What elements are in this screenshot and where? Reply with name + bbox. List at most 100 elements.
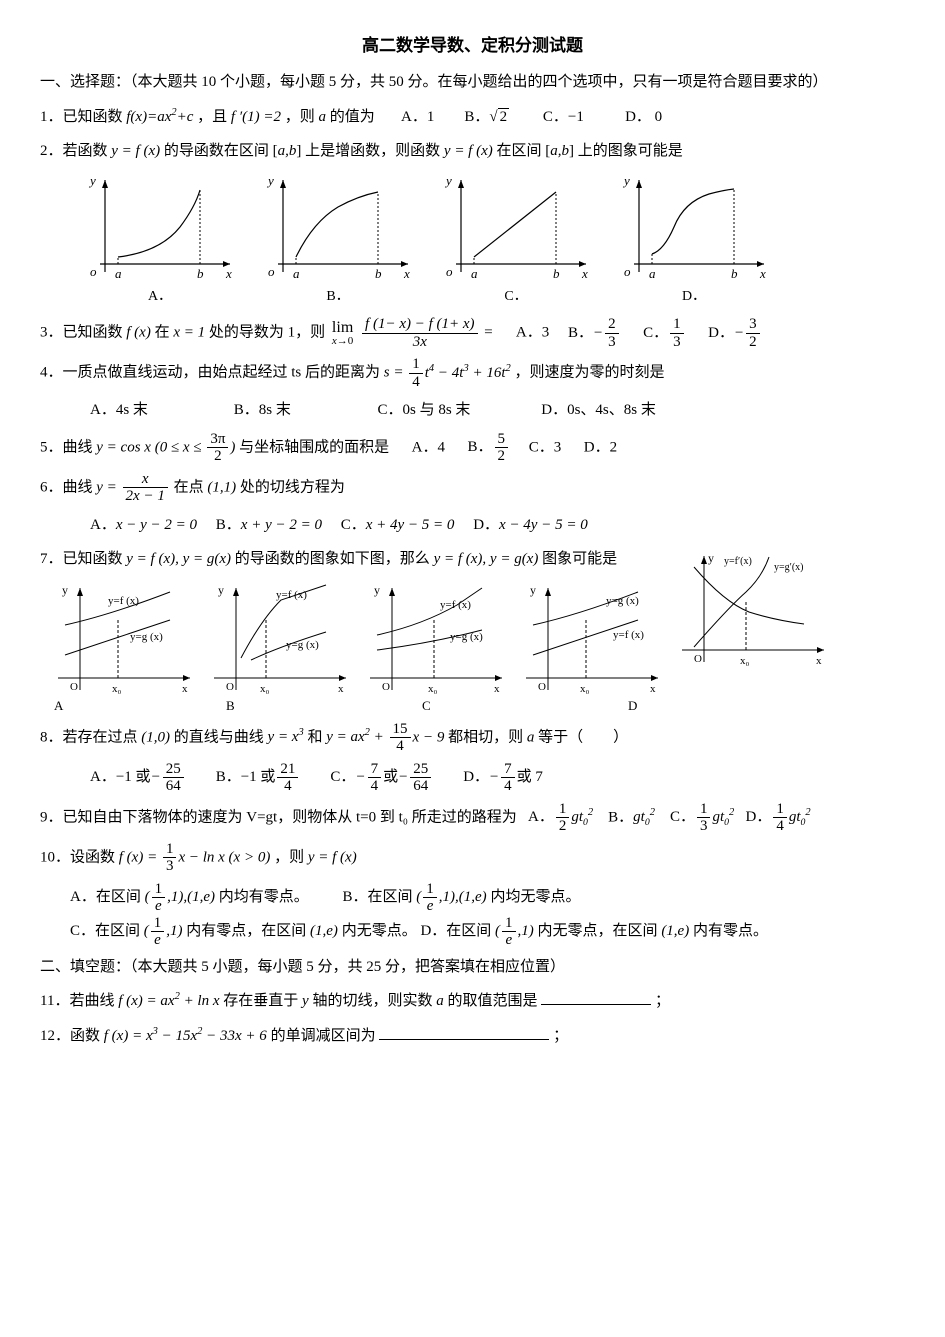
svg-text:y: y [374, 583, 380, 597]
q6-point: (1,1) [207, 479, 236, 495]
q8-stem-c: 和 [307, 729, 326, 745]
q7-graph-c: y y=f (x) y=g (x) O x₀ x C [362, 580, 512, 715]
q6-stem-c: 处的切线方程为 [240, 479, 345, 495]
q2-label-a: A． [80, 284, 240, 311]
section-2-header: 二、填空题：（本大题共 5 小题，每小题 5 分，共 25 分，把答案填在相应位… [40, 953, 905, 982]
q5-opt-a: A．4 [412, 439, 445, 455]
q4-stem: 4．一质点做直线运动，由始点起经过 ts 后的距离为 [40, 365, 384, 381]
q5-expr: y = cos x (0 ≤ x ≤ [96, 439, 205, 455]
question-2: 2．若函数 y = f (x) 的导函数在区间 [a,b] 上是增函数，则函数 … [40, 137, 905, 166]
svg-text:b: b [553, 266, 560, 281]
q1-opt-b: B．√2 [464, 108, 509, 125]
svg-text:x: x [650, 683, 656, 695]
svg-text:x: x [225, 266, 232, 281]
q8-stem-b: 的直线与曲线 [174, 729, 268, 745]
q7-stem-b: 的导函数的图象如下图，那么 [235, 551, 434, 567]
q2-label-c: C． [436, 284, 596, 311]
q1-opt-d: D． 0 [625, 109, 662, 125]
q11-y: y [302, 993, 309, 1009]
q2-stem-a: 2．若函数 [40, 143, 111, 159]
q2-stem-c: 上是增函数，则函数 [305, 143, 444, 159]
question-1: 1．已知函数 f(x)=ax2+c ，且 f ′(1) =2 ，则 a 的值为 … [40, 103, 905, 132]
svg-text:x: x [182, 683, 188, 695]
q2-graph-d: y o a b x [614, 172, 774, 282]
q6-stem-b: 在点 [174, 479, 208, 495]
q2-label-d: D． [614, 284, 774, 311]
section-1-header: 一、选择题：（本大题共 10 个小题，每小题 5 分，共 50 分。在每小题给出… [40, 68, 905, 97]
svg-text:o: o [90, 264, 97, 279]
q1-opt-c: C．−1 [543, 109, 584, 125]
q10-expr: f (x) = [119, 849, 161, 865]
svg-text:b: b [375, 266, 382, 281]
q2-graph-b: y o a b x [258, 172, 418, 282]
question-3: 3．已知函数 f (x) 在 x = 1 处的导数为 1，则 limx→0 f … [40, 316, 905, 350]
q8-opt-c: C．−74 或 −2564 [330, 761, 433, 795]
q9-opt-a: A．12gt02 [528, 809, 593, 825]
q1-stem-c: ，则 [285, 109, 319, 125]
q11-blank[interactable] [541, 989, 651, 1005]
q5-opt-b: B．52 [468, 439, 511, 455]
q8-stem-a: 8．若存在过点 [40, 729, 141, 745]
q4-expr: s = [384, 365, 407, 381]
q8-opt-d: D．−74 或 7 [463, 761, 543, 795]
q2-stem-e: 上的图象可能是 [578, 143, 683, 159]
q10-stem-a: 10．设函数 [40, 849, 119, 865]
q6-opt-c: C．x + 4y − 5 = 0 [341, 511, 455, 540]
q10-opt-b: B．在区间 (1e,1),(1,e) 内均无零点。 [343, 889, 581, 905]
q12-tail: ； [553, 1028, 568, 1044]
q12-stem-b: 的单调减区间为 [271, 1028, 376, 1044]
q8-c2: y = ax2 + [326, 729, 387, 745]
q3-stem-c: 处的导数为 1，则 [209, 325, 329, 341]
q6-expr: y = [96, 479, 120, 495]
q4-opt-c: C．0s 与 8s 末 [378, 396, 538, 425]
q6-stem-a: 6．曲线 [40, 479, 96, 495]
q1-stem-d: 的值为 [330, 109, 375, 125]
question-9: 9．已知自由下落物体的速度为 V=gt，则物体从 t=0 到 t₀ 所走过的路程… [40, 801, 905, 835]
svg-text:y=g (x): y=g (x) [130, 631, 163, 643]
q4-opt-b: B．8s 末 [234, 396, 374, 425]
svg-text:y: y [530, 583, 536, 597]
q1-stem-a: 1．已知函数 [40, 109, 126, 125]
q3-stem-a: 3．已知函数 [40, 325, 126, 341]
q9-opt-b: B．gt02 [608, 809, 655, 825]
svg-text:x: x [816, 655, 822, 667]
q7-graphs: y y=f (x) y=g (x) O x₀ x A y y=f (x) y=g… [50, 580, 905, 715]
svg-text:y: y [62, 583, 68, 597]
svg-text:x₀: x₀ [428, 683, 438, 695]
q8-stem-d: 都相切，则 [448, 729, 527, 745]
q10-opt-a: A．在区间 (1e,1),(1,e) 内均有零点。 [70, 889, 309, 905]
q11-stem-b: 存在垂直于 [223, 993, 302, 1009]
q6-opt-d: D．x − 4y − 5 = 0 [473, 511, 588, 540]
q3-opt-c: C．13 [643, 325, 686, 341]
svg-text:y=f (x): y=f (x) [613, 629, 644, 641]
svg-text:y=g (x): y=g (x) [286, 639, 319, 651]
q2-label-b: B． [258, 284, 418, 311]
q12-blank[interactable] [379, 1024, 549, 1040]
q1-expr-2: f ′(1) =2 [231, 109, 281, 125]
q5-opt-d: D．2 [584, 439, 617, 455]
q10-opt-d: D．在区间 (1e,1) 内无零点，在区间 (1,e) 内有零点。 [420, 923, 768, 939]
q2-graph-c: y o a b x [436, 172, 596, 282]
q3-eq: = [483, 325, 497, 341]
q6-opts: A．x − y − 2 = 0 B．x + y − 2 = 0 C．x + 4y… [90, 511, 905, 540]
svg-text:a: a [649, 266, 656, 281]
page-title: 高二数学导数、定积分测试题 [40, 30, 905, 62]
q5-stem-b: 与坐标轴围成的面积是 [239, 439, 389, 455]
question-11: 11．若曲线 f (x) = ax2 + ln x 存在垂直于 y 轴的切线，则… [40, 987, 905, 1016]
q1-expr-1: f(x)=ax2+c [126, 109, 193, 125]
q11-stem-a: 11．若曲线 [40, 993, 118, 1009]
q2-labels: A． B． C． D． [80, 284, 905, 311]
q10-opt-c: C．在区间 (1e,1) 内有零点，在区间 (1,e) 内无零点。 [70, 923, 417, 939]
q7-graph-b: y y=f (x) y=g (x) O x₀ x B [206, 580, 356, 715]
q3-opt-d: D．−32 [708, 325, 761, 341]
q8-stem-e: 等于（ ） [538, 729, 628, 745]
svg-text:O: O [382, 681, 390, 693]
q7-stem-c: 图象可能是 [542, 551, 617, 567]
question-6: 6．曲线 y = x2x − 1 在点 (1,1) 处的切线方程为 [40, 471, 905, 505]
svg-text:b: b [197, 266, 204, 281]
q2-stem-b: 的导函数在区间 [164, 143, 273, 159]
q8-opt-b: B．−1 或 214 [216, 761, 301, 795]
svg-text:y: y [266, 173, 274, 188]
svg-text:y: y [444, 173, 452, 188]
q8-c1: y = x3 [268, 729, 304, 745]
